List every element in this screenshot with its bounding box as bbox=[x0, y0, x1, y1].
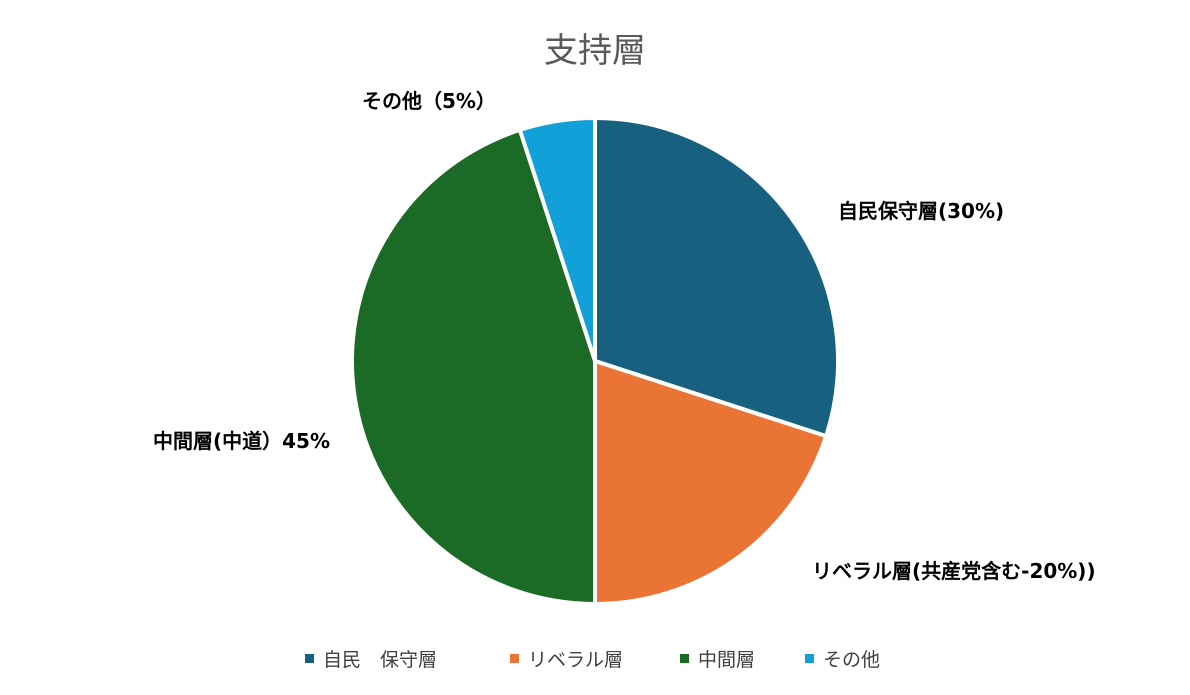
legend-item-2: 中間層 bbox=[680, 649, 755, 671]
slice-label-2: 中間層(中道）45% bbox=[153, 429, 330, 453]
pie-slices bbox=[350, 116, 841, 606]
pie-slice-2 bbox=[350, 127, 597, 606]
pie-slice-0 bbox=[593, 116, 841, 439]
legend-label-2: 中間層 bbox=[698, 649, 755, 671]
chart-title: 支持層 bbox=[544, 31, 646, 71]
slice-labels: 自民保守層(30%) リベラル層(共産党含む-20%)) 中間層(中道）45% その他… bbox=[153, 89, 1096, 583]
pie-slice-3 bbox=[517, 116, 597, 363]
legend-item-0: 自民 保守層 bbox=[305, 649, 437, 671]
legend-label-0: 自民 保守層 bbox=[323, 649, 437, 671]
legend-swatch-1 bbox=[510, 654, 519, 663]
legend-item-1: リベラル層 bbox=[510, 649, 623, 671]
slice-label-0: 自民保守層(30%) bbox=[838, 199, 1004, 223]
chart-legend: 自民 保守層 リベラル層 中間層 その他 bbox=[305, 649, 880, 671]
slice-label-3: その他（5%） bbox=[362, 89, 496, 113]
legend-item-3: その他 bbox=[805, 649, 880, 671]
legend-label-1: リベラル層 bbox=[528, 649, 623, 671]
legend-swatch-3 bbox=[805, 654, 814, 663]
legend-swatch-0 bbox=[305, 654, 314, 663]
legend-swatch-2 bbox=[680, 654, 689, 663]
pie-slice-1 bbox=[593, 359, 829, 606]
legend-label-3: その他 bbox=[823, 649, 880, 671]
slice-label-1: リベラル層(共産党含む-20%)) bbox=[812, 559, 1096, 583]
